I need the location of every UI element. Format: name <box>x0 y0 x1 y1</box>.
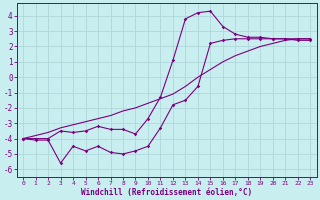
X-axis label: Windchill (Refroidissement éolien,°C): Windchill (Refroidissement éolien,°C) <box>81 188 252 197</box>
